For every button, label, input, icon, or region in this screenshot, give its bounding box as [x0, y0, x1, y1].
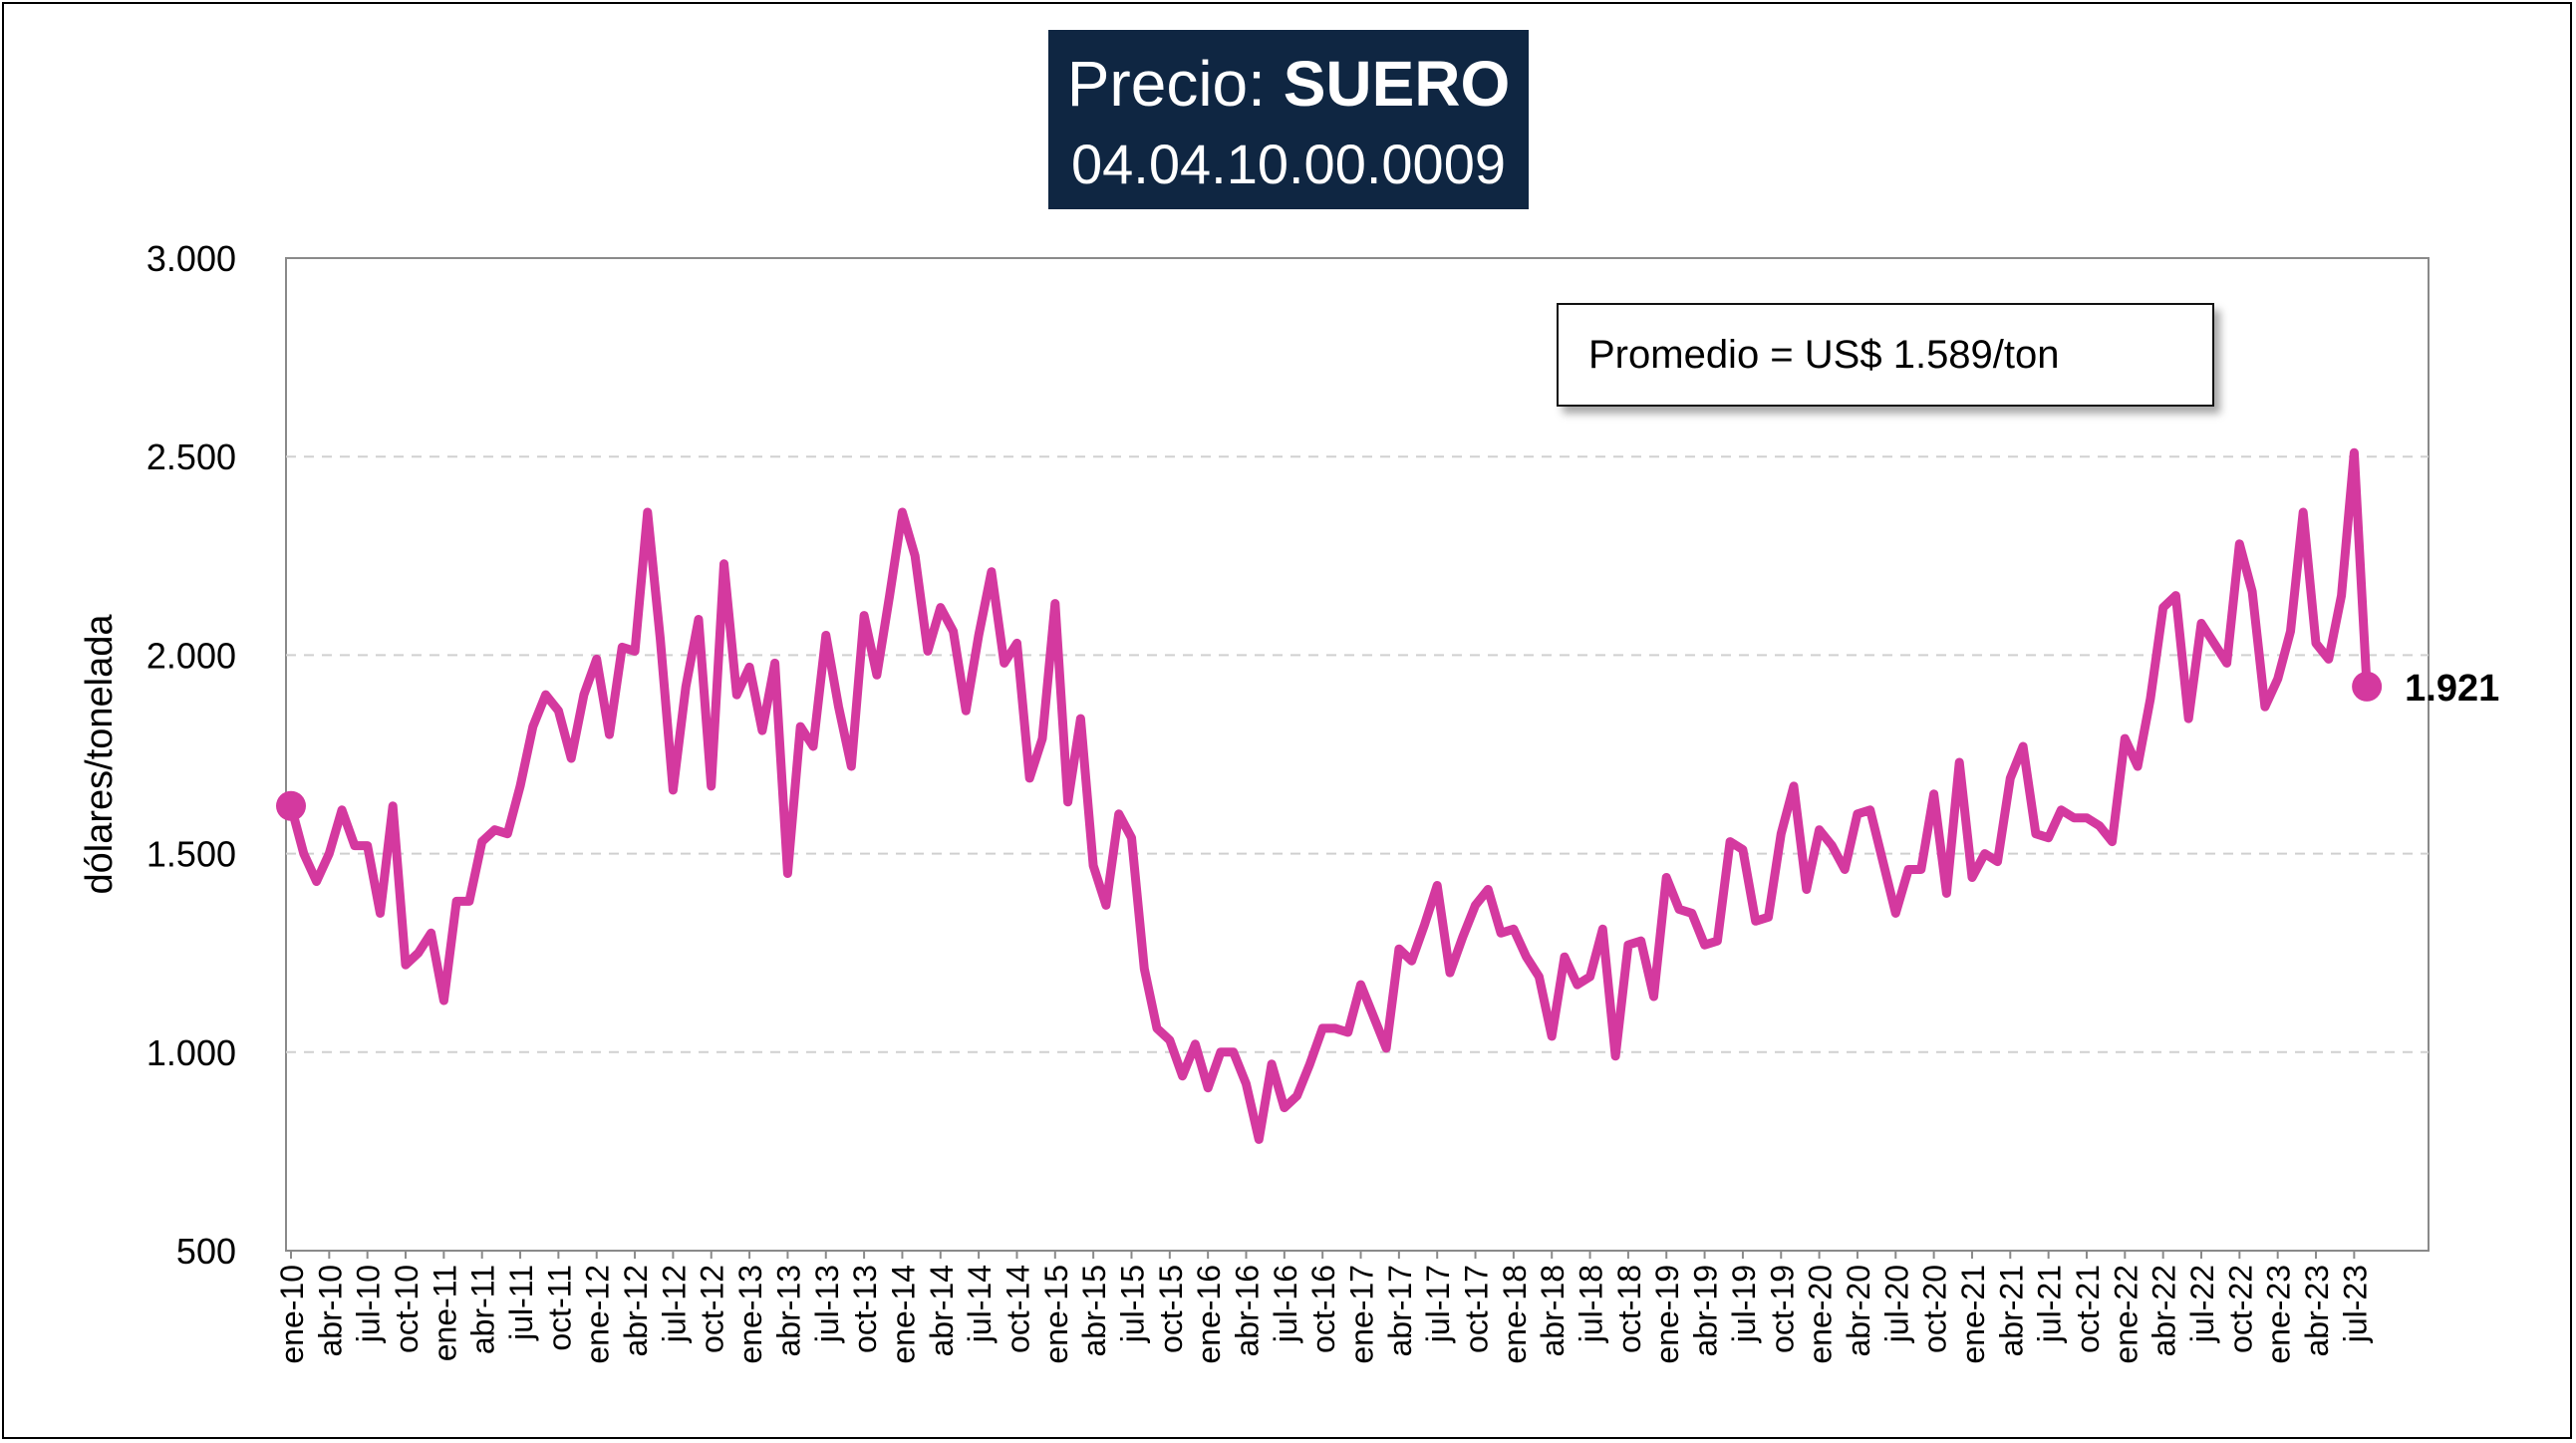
y-tick-label: 2.000	[146, 635, 236, 676]
x-tick-label: jul-12	[656, 1265, 692, 1343]
x-tick-label: jul-14	[962, 1265, 998, 1343]
x-tick-label: jul-18	[1574, 1265, 1609, 1343]
x-tick-label: abr-23	[2299, 1265, 2335, 1357]
x-tick-label: ene-15	[1038, 1265, 1074, 1364]
y-tick-label: 1.500	[146, 834, 236, 875]
y-tick-label: 3.000	[146, 238, 236, 279]
x-tick-label: jul-13	[809, 1265, 845, 1343]
x-tick-label: abr-19	[1688, 1265, 1724, 1357]
x-tick-label: jul-10	[351, 1265, 387, 1343]
x-tick-label: ene-13	[732, 1265, 768, 1364]
x-tick-label: ene-19	[1649, 1265, 1685, 1364]
x-tick-label: jul-20	[1878, 1265, 1914, 1343]
x-tick-label: oct-22	[2222, 1265, 2258, 1353]
x-tick-label: oct-15	[1153, 1265, 1189, 1353]
x-tick-label: abr-15	[1076, 1265, 1112, 1357]
x-tick-label: ene-22	[2108, 1265, 2144, 1364]
x-tick-label: abr-20	[1841, 1265, 1876, 1357]
plot-area-border	[285, 257, 2430, 1252]
x-tick-label: abr-21	[1993, 1265, 2029, 1357]
x-tick-label: ene-23	[2261, 1265, 2297, 1364]
x-tick-label: oct-13	[847, 1265, 883, 1353]
x-tick-label: abr-11	[465, 1265, 501, 1354]
x-tick-label: oct-19	[1764, 1265, 1800, 1353]
x-tick-label: abr-16	[1230, 1265, 1266, 1357]
x-tick-label: abr-17	[1382, 1265, 1418, 1357]
title-product: SUERO	[1283, 48, 1511, 120]
x-tick-label: jul-19	[1726, 1265, 1762, 1343]
x-tick-label: jul-16	[1268, 1265, 1303, 1343]
x-tick-label: ene-14	[885, 1265, 921, 1364]
x-tick-label: abr-18	[1535, 1265, 1571, 1357]
last-value-label: 1.921	[2405, 668, 2499, 710]
x-tick-label: ene-17	[1344, 1265, 1380, 1364]
x-tick-label: ene-12	[580, 1265, 616, 1364]
chart-title: Precio: SUERO	[1048, 44, 1529, 124]
x-tick-label: jul-22	[2184, 1265, 2220, 1343]
last-point-marker	[2352, 671, 2383, 702]
average-annotation: Promedio = US$ 1.589/ton	[1557, 303, 2214, 407]
x-tick-label: jul-21	[2032, 1265, 2068, 1343]
x-tick-label: abr-13	[770, 1265, 806, 1357]
x-tick-label: oct-16	[1305, 1265, 1341, 1353]
x-tick-label: oct-17	[1459, 1265, 1495, 1353]
x-tick-label: ene-20	[1803, 1265, 1839, 1364]
y-axis-label: dólares/tonelada	[79, 614, 121, 895]
y-axis-ticks: 500 1.000 1.500 2.000 2.500 3.000	[146, 238, 236, 1272]
x-tick-label: oct-14	[1000, 1265, 1035, 1353]
x-tick-label: oct-20	[1917, 1265, 1953, 1353]
x-tick-label: ene-18	[1497, 1265, 1533, 1364]
x-tick-label: abr-12	[618, 1265, 654, 1357]
x-tick-label: abr-14	[924, 1265, 960, 1357]
title-prefix: Precio:	[1066, 48, 1284, 120]
series-line-suero	[286, 447, 2372, 1144]
x-tick-label: jul-23	[2337, 1265, 2373, 1343]
y-tick-label: 500	[176, 1231, 236, 1272]
x-tick-label: oct-11	[541, 1265, 577, 1351]
x-tick-label: jul-17	[1420, 1265, 1456, 1343]
title-box: Precio: SUERO 04.04.10.00.0009	[1048, 30, 1529, 209]
x-tick-label: ene-11	[427, 1265, 462, 1361]
x-tick-label: ene-16	[1191, 1265, 1227, 1364]
x-tick-label: oct-18	[1611, 1265, 1647, 1353]
gridlines	[286, 455, 2429, 1053]
x-tick-label: jul-11	[503, 1265, 539, 1341]
x-tick-label: ene-21	[1955, 1265, 1991, 1364]
x-tick-label: abr-22	[2147, 1265, 2182, 1357]
x-tick-label: oct-10	[389, 1265, 425, 1353]
first-point-marker	[276, 790, 306, 821]
x-tick-label: oct-21	[2070, 1265, 2106, 1353]
chart-subtitle-code: 04.04.10.00.0009	[1071, 133, 1506, 195]
x-tick-label: ene-10	[274, 1265, 310, 1364]
x-tick-label: abr-10	[312, 1265, 348, 1357]
x-axis-ticks: ene-10 abr-10 jul-10 oct-10 ene-11 abr-11 jul-…	[274, 1251, 2373, 1364]
y-tick-label: 1.000	[146, 1032, 236, 1073]
y-tick-label: 2.500	[146, 436, 236, 477]
x-tick-label: jul-15	[1114, 1265, 1150, 1343]
x-tick-label: oct-12	[695, 1265, 730, 1353]
